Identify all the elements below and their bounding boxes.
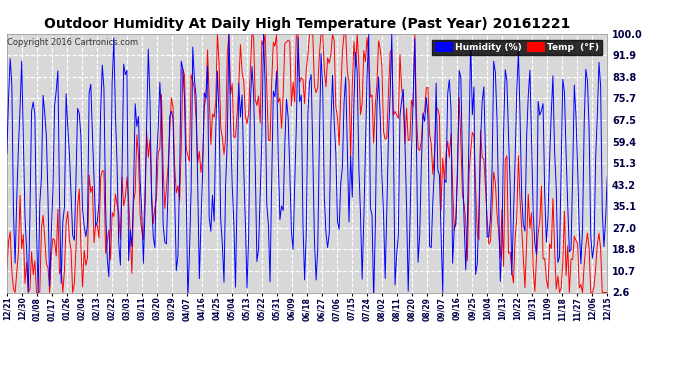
Legend: Humidity (%), Temp  (°F): Humidity (%), Temp (°F) (432, 39, 602, 55)
Text: Copyright 2016 Cartronics.com: Copyright 2016 Cartronics.com (7, 38, 138, 47)
Title: Outdoor Humidity At Daily High Temperature (Past Year) 20161221: Outdoor Humidity At Daily High Temperatu… (44, 17, 570, 31)
